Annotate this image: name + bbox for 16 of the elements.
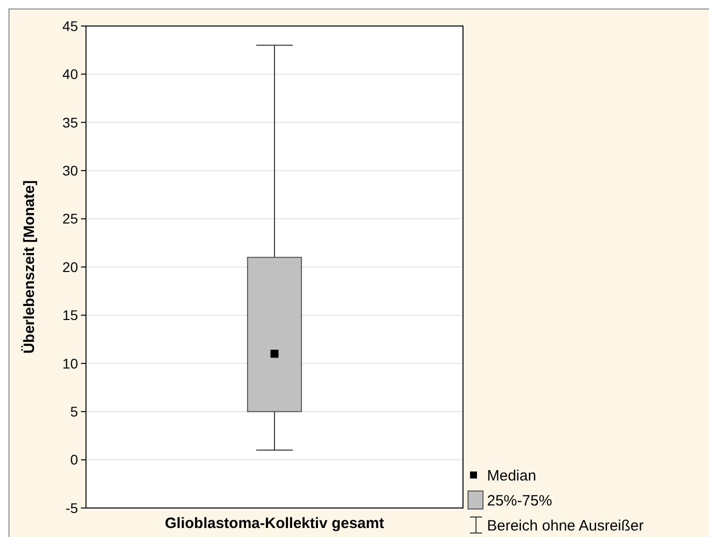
y-tick-label: -5 [66, 500, 78, 516]
text: Bereich ohne Ausreißer [487, 517, 644, 534]
y-axis-title: Überlebenszeit [Monate] [21, 180, 38, 354]
y-tick-label: 10 [62, 355, 78, 372]
y-tick-label: 5 [70, 404, 78, 420]
y-tick-label: 45 [62, 18, 78, 34]
y-tick-label: 20 [62, 258, 78, 275]
text: 25%-75% [487, 492, 552, 510]
y-tick-label: 15 [62, 307, 78, 324]
text: Median [487, 467, 536, 484]
y-tick-label: 25 [62, 210, 78, 227]
y-tick-label: 40 [62, 66, 78, 82]
x-tick-label: Glioblastoma-Kollektiv gesamt [164, 515, 384, 532]
y-tick-label: 30 [62, 162, 78, 178]
y-tick-label: 0 [70, 452, 78, 468]
y-tick-label: 35 [62, 114, 78, 130]
